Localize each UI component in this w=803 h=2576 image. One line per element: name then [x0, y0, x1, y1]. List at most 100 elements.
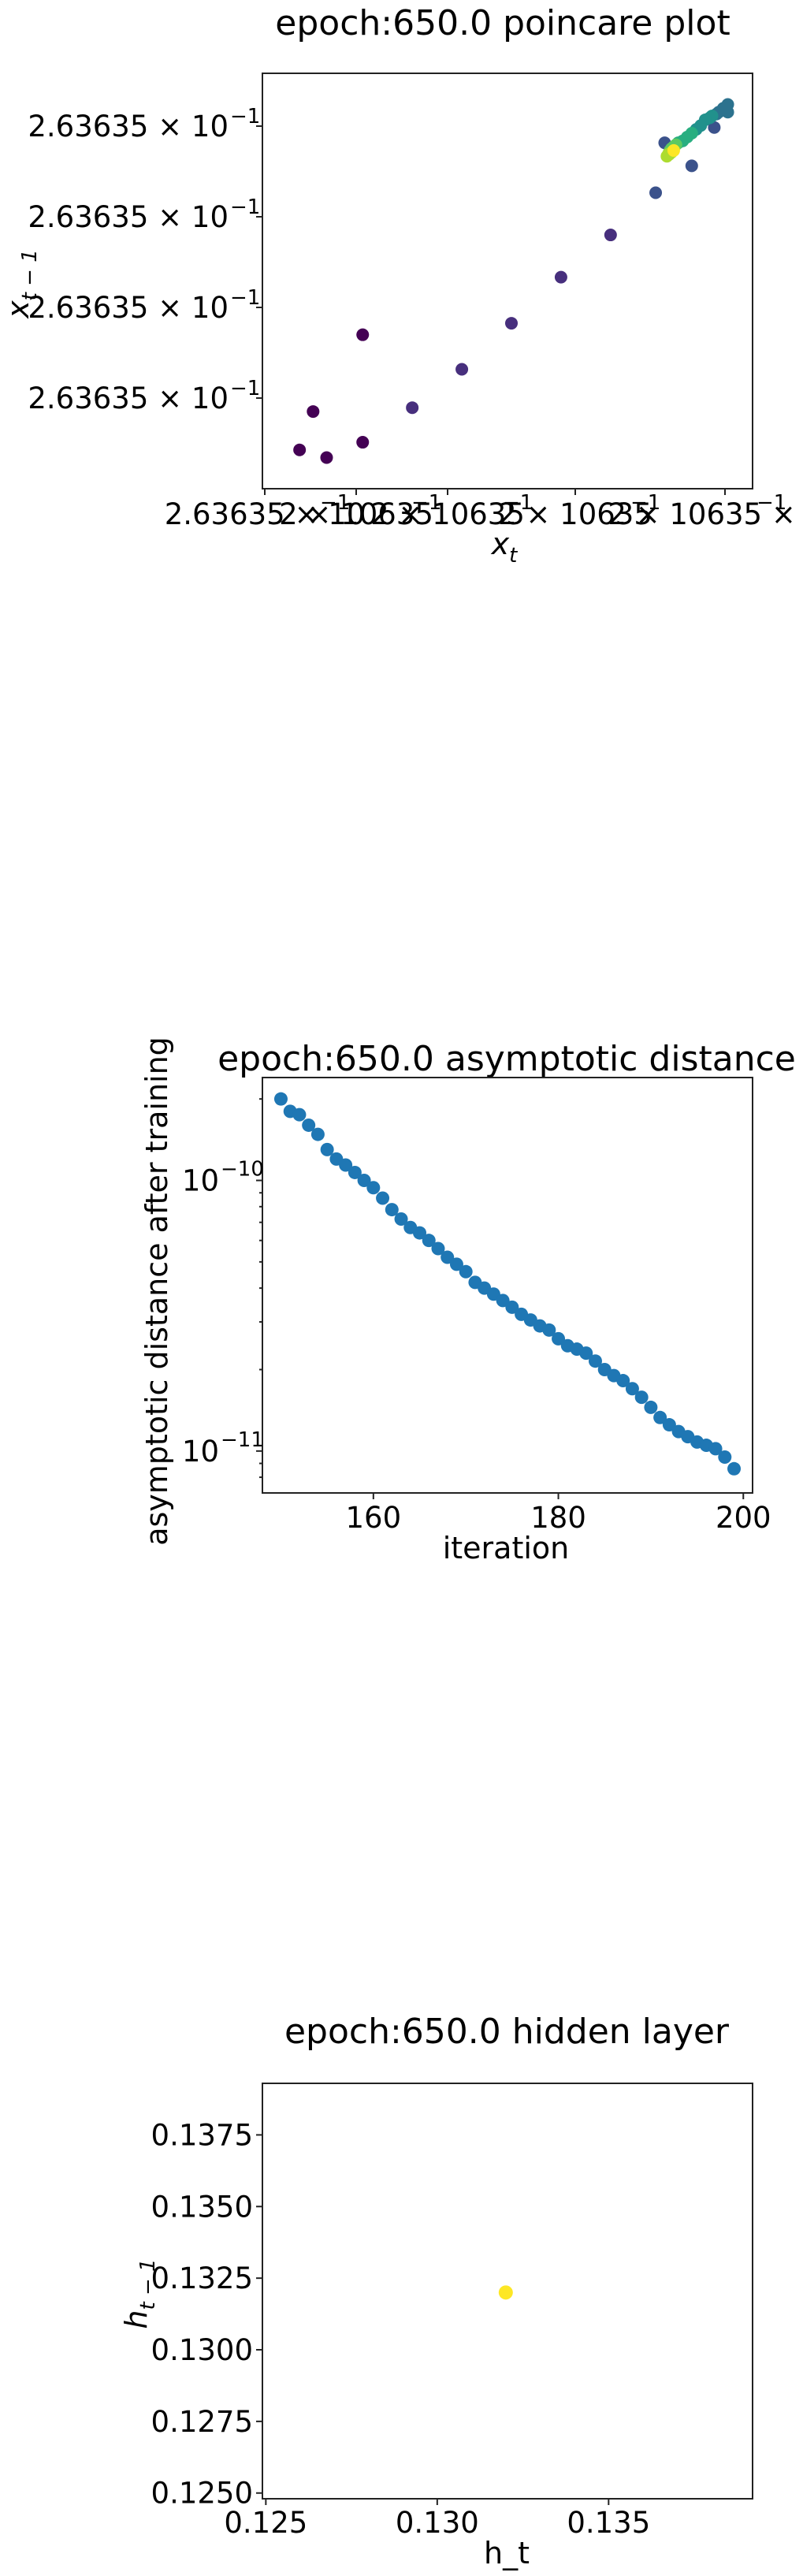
poincare-y-axis-label: xt − 1: [1, 249, 42, 319]
asymptotic-point: [708, 1442, 723, 1456]
poincare-y-tick-label: 2.63635 × 10: [28, 291, 229, 325]
poincare-point: [293, 443, 307, 456]
hidden-layer-y-tick-label: 0.1325: [151, 2261, 253, 2295]
asymptotic-point: [625, 1382, 639, 1396]
asymptotic-x-axis-label: iteration: [443, 1531, 570, 1565]
hidden-layer-y-tick-label: 0.1250: [151, 2477, 253, 2511]
asymptotic-chart: epoch:650.0 asymptotic distance 10 −1010−…: [139, 1037, 796, 1565]
poincare-point: [356, 328, 370, 341]
hidden-layer-y-axis-label: ht − 1: [119, 2258, 160, 2328]
asymptotic-point: [376, 1191, 390, 1205]
hidden-layer-x-tick-label: 0.125: [224, 2506, 307, 2540]
poincare-y-tick-exponent: −1: [230, 195, 260, 219]
asymptotic-x-tick-label: 200: [716, 1501, 771, 1535]
asymptotic-point: [662, 1418, 676, 1432]
hidden-layer-y-tick-label: 0.1300: [151, 2333, 253, 2367]
poincare-y-ticks: 2.63635 × 10 −12.63635 × 10 −12.63635 × 10…: [28, 105, 262, 415]
asymptotic-point: [422, 1234, 436, 1248]
asymptotic-y-axis-label: asymptotic distance after training: [139, 1037, 174, 1546]
hidden-layer-frame: [262, 2083, 753, 2500]
hidden-layer-y-ticks: 0.1250 0.1275 0.1300 0.1325 0.1350 0.1375: [151, 2118, 262, 2511]
poincare-x-tick-label: 2 × 10635: [279, 497, 433, 531]
poincare-x-tick-label: 2.63635 × 10: [165, 497, 366, 531]
asymptotic-point: [348, 1165, 362, 1179]
asymptotic-point: [616, 1374, 630, 1388]
hidden-layer-y-tick-label: 0.1375: [151, 2118, 253, 2152]
poincare-point: [708, 121, 721, 134]
poincare-y-tick-label: 2.63635 × 10: [28, 110, 229, 143]
asymptotic-point: [459, 1264, 473, 1279]
asymptotic-point: [644, 1400, 658, 1414]
asymptotic-y-tick-exponent: −11: [221, 1428, 264, 1452]
hidden-layer-point: [498, 2285, 513, 2300]
poincare-point: [505, 317, 518, 330]
asymptotic-y-tick-label: 10: [182, 1435, 219, 1469]
asymptotic-point: [357, 1174, 371, 1188]
hidden-layer-chart: epoch:650.0 hidden layer 0.12500.12750.1…: [119, 2012, 753, 2570]
hidden-layer-points: [498, 2285, 513, 2300]
asymptotic-point: [727, 1461, 742, 1476]
poincare-x-tick-exponent: −1: [757, 491, 786, 515]
poincare-y-tick-label: 2.63635 × 10: [28, 382, 229, 415]
asymptotic-point: [718, 1450, 732, 1464]
poincare-y-tick-exponent: −1: [230, 377, 260, 400]
asymptotic-frame: [262, 1077, 753, 1494]
poincare-point: [356, 436, 370, 449]
asymptotic-point: [273, 1092, 288, 1106]
hidden-layer-x-ticks: 0.125 0.130 0.135: [224, 2499, 650, 2540]
poincare-x-tick-exponent: −1: [411, 491, 441, 515]
poincare-point: [406, 401, 419, 415]
asymptotic-y-tick-exponent: −10: [221, 1158, 264, 1182]
asymptotic-point: [413, 1226, 427, 1240]
poincare-point: [667, 143, 680, 157]
hidden-layer-x-tick-label: 0.135: [567, 2506, 650, 2540]
poincare-title: epoch:650.0 poincare plot: [275, 3, 730, 43]
asymptotic-title: epoch:650.0 asymptotic distance: [217, 1039, 796, 1079]
hidden-layer-x-tick-label: 0.130: [396, 2506, 479, 2540]
poincare-x-tick-exponent: −1: [630, 491, 660, 515]
poincare-point: [455, 363, 469, 376]
asymptotic-x-tick-label: 180: [530, 1501, 586, 1535]
asymptotic-x-ticks: 160 180 200: [346, 1493, 771, 1535]
asymptotic-point: [552, 1331, 566, 1346]
poincare-points: [293, 98, 734, 464]
asymptotic-point: [431, 1241, 445, 1256]
poincare-x-axis-label: xt: [491, 527, 519, 568]
poincare-x-tick-exponent: −1: [503, 491, 533, 515]
asymptotic-point: [505, 1300, 519, 1314]
hidden-layer-y-tick-label: 0.1275: [151, 2405, 253, 2439]
asymptotic-point: [449, 1257, 463, 1271]
poincare-frame: [262, 73, 753, 490]
asymptotic-point: [292, 1107, 307, 1122]
poincare-point: [554, 270, 567, 284]
asymptotic-point: [588, 1354, 602, 1368]
poincare-x-tick-label: 2 × 10635: [370, 497, 525, 531]
asymptotic-point: [542, 1323, 556, 1337]
asymptotic-point: [385, 1203, 399, 1217]
asymptotic-point: [339, 1158, 353, 1172]
poincare-point: [320, 451, 333, 464]
poincare-point: [685, 159, 698, 173]
asymptotic-point: [579, 1346, 593, 1361]
poincare-chart: epoch:650.0 poincare plot 2.63635 × 10 −1…: [1, 3, 803, 568]
asymptotic-point: [320, 1142, 334, 1156]
poincare-point: [604, 229, 617, 242]
asymptotic-point: [634, 1390, 649, 1405]
asymptotic-x-tick-label: 160: [346, 1501, 402, 1535]
asymptotic-point: [653, 1410, 667, 1424]
asymptotic-point: [394, 1212, 408, 1227]
asymptotic-y-tick-label: 10: [182, 1164, 219, 1198]
poincare-point: [649, 186, 663, 199]
asymptotic-point: [496, 1294, 510, 1308]
asymptotic-point: [310, 1127, 325, 1141]
poincare-point: [307, 405, 320, 419]
asymptotic-point: [441, 1250, 455, 1264]
poincare-y-tick-label: 2.63635 × 10: [28, 200, 229, 234]
poincare-x-ticks: 2.63635 × 10−12 × 10635−12 × 10635−12 × …: [165, 489, 803, 531]
poincare-y-tick-exponent: −1: [230, 286, 260, 310]
asymptotic-points: [273, 1092, 742, 1476]
poincare-x-tick-label: 2 × 10635: [498, 497, 652, 531]
asymptotic-point: [366, 1181, 381, 1195]
poincare-x-tick-exponent: −1: [320, 491, 350, 515]
